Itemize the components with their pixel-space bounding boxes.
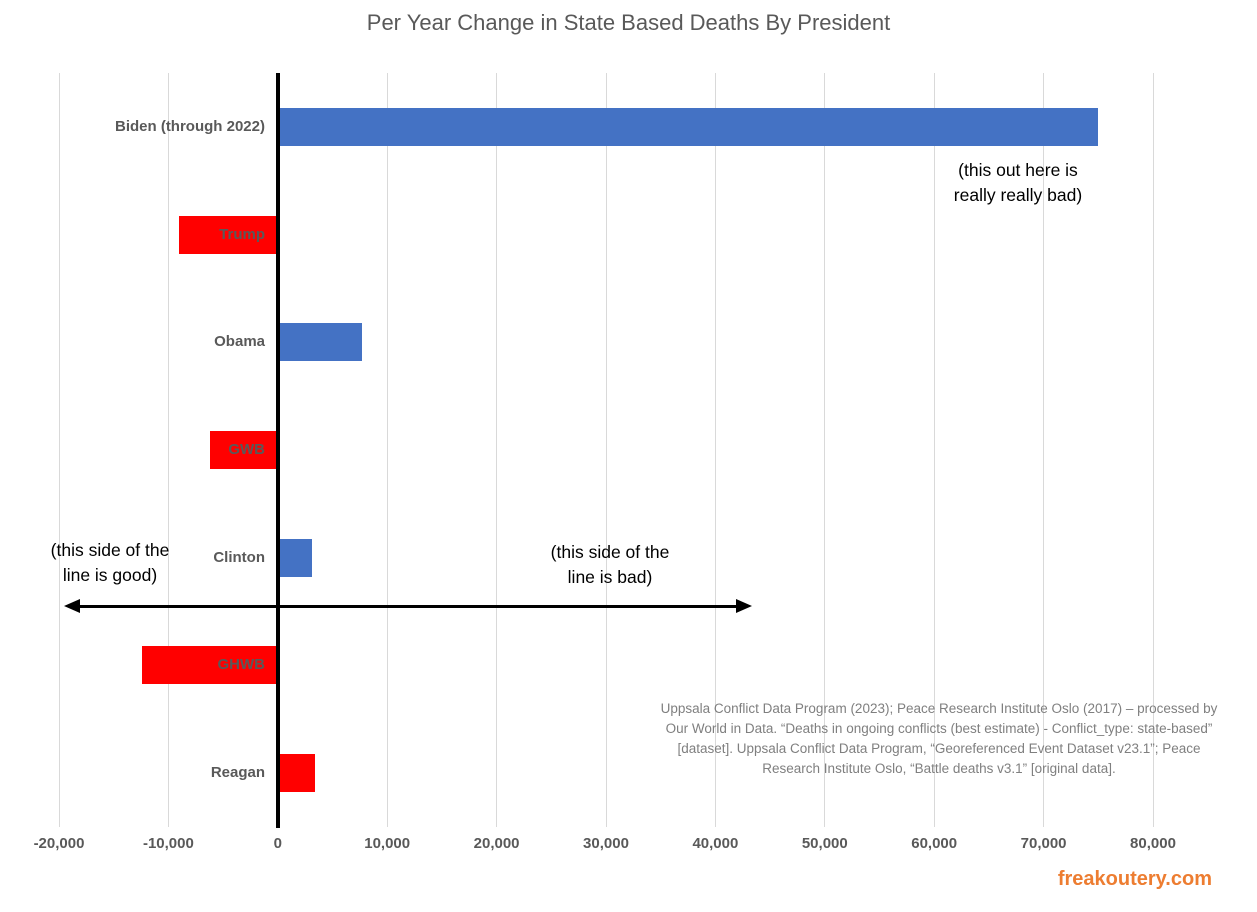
category-label: Obama (214, 333, 265, 351)
annotation-really-bad: (this out here is really really bad) (953, 160, 1083, 205)
bar (277, 323, 363, 362)
annotation-bad-side: (this side of the line is bad) (550, 542, 670, 587)
bar (179, 215, 278, 254)
gridline (824, 73, 826, 827)
zero-axis-line (276, 73, 280, 828)
bar (277, 538, 312, 577)
arrow-right-head-icon (736, 599, 752, 613)
gridline (714, 73, 716, 827)
x-tick-label: 80,000 (1130, 835, 1176, 852)
x-tick-label: 10,000 (364, 835, 411, 852)
x-tick-label: -20,000 (33, 835, 85, 852)
x-tick-label: 20,000 (473, 835, 520, 852)
gridline (933, 73, 935, 827)
category-label: GHWB (217, 656, 266, 674)
category-label: Trump (219, 225, 265, 243)
x-tick-label: 40,000 (692, 835, 739, 852)
gridline (386, 73, 388, 827)
x-tick-label: 30,000 (583, 835, 629, 852)
source-note: Uppsala Conflict Data Program (2023); Pe… (660, 701, 1218, 776)
category-label: Reagan (210, 764, 265, 782)
bar (277, 107, 1099, 146)
x-tick-label: 0 (273, 835, 282, 852)
gridline (1043, 73, 1045, 827)
x-tick-label: -10,000 (142, 835, 194, 852)
x-tick-label: 60,000 (911, 835, 958, 852)
axis-arrow (64, 599, 752, 614)
annotation-good-side: (this side of the line is good) (50, 540, 170, 585)
x-tick-label: 70,000 (1020, 835, 1067, 852)
bar (209, 431, 278, 469)
gridline (605, 73, 607, 827)
gridline (1152, 73, 1154, 827)
arrow-shaft (76, 605, 740, 608)
category-label: Biden (through 2022) (114, 117, 265, 135)
bar (142, 646, 278, 685)
gridline (58, 73, 60, 827)
chart-title: Per Year Change in State Based Deaths By… (366, 10, 891, 35)
category-label: Clinton (213, 548, 265, 566)
x-tick-label: 50,000 (801, 835, 848, 852)
gridline (167, 73, 169, 827)
category-label: GWB (228, 441, 265, 458)
watermark: freakoutery.com (1057, 868, 1212, 890)
bar (277, 754, 315, 793)
arrow-left-head-icon (64, 599, 80, 613)
gridline (496, 73, 498, 827)
